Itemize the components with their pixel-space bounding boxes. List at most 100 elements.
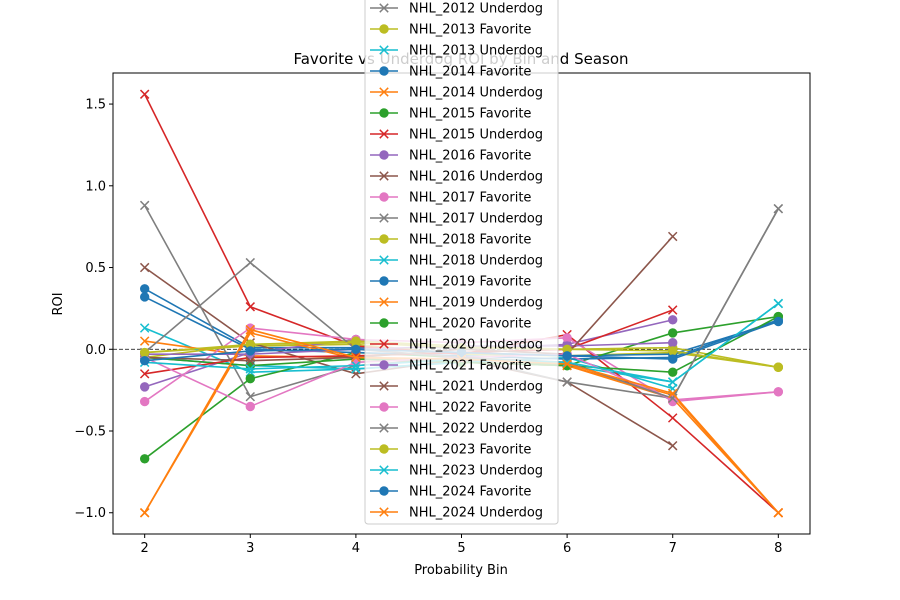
data-point <box>773 387 784 397</box>
legend-label: NHL_2024 Underdog <box>409 506 543 521</box>
data-point <box>773 298 784 309</box>
data-point <box>139 454 150 464</box>
data-point <box>668 328 678 338</box>
x-tick-label: 7 <box>669 541 677 556</box>
data-point <box>379 360 389 370</box>
x-tick-label: 8 <box>774 541 782 556</box>
data-point <box>379 213 389 223</box>
data-point <box>773 508 784 518</box>
data-point <box>668 338 678 348</box>
data-point <box>562 351 572 361</box>
legend-label: NHL_2016 Underdog <box>409 170 543 185</box>
data-point <box>379 339 389 349</box>
data-point <box>379 297 389 307</box>
x-axis-label: Probability Bin <box>414 563 508 578</box>
legend-entry: NHL_2024 Underdog <box>370 506 543 521</box>
legend-label: NHL_2018 Favorite <box>409 233 531 248</box>
x-tick-label: 4 <box>352 541 360 556</box>
data-point <box>379 3 389 13</box>
legend-label: NHL_2017 Underdog <box>409 212 543 227</box>
data-point <box>139 508 150 518</box>
legend-entry: NHL_2020 Favorite <box>370 317 531 332</box>
legend-entry: NHL_2022 Underdog <box>370 422 543 437</box>
legend-label: NHL_2022 Underdog <box>409 422 543 437</box>
legend-label: NHL_2012 Underdog <box>409 2 543 17</box>
data-point <box>667 388 678 399</box>
legend-entry: NHL_2023 Favorite <box>370 443 531 458</box>
y-tick-label: 1.5 <box>85 98 106 113</box>
legend-label: NHL_2021 Underdog <box>409 380 543 395</box>
data-point <box>379 318 389 328</box>
data-point <box>245 391 256 402</box>
data-point <box>139 323 150 333</box>
data-point <box>139 347 150 358</box>
data-point <box>379 402 389 412</box>
legend-label: NHL_2013 Favorite <box>409 23 531 38</box>
data-point <box>379 255 389 265</box>
data-point <box>379 87 389 97</box>
data-point <box>668 354 678 364</box>
legend-entry: NHL_2017 Favorite <box>370 191 531 206</box>
data-point <box>379 108 389 118</box>
data-point <box>379 234 389 244</box>
data-point <box>379 507 389 517</box>
data-point <box>667 413 678 423</box>
data-point <box>379 486 389 496</box>
legend-entry: NHL_2018 Favorite <box>370 233 531 248</box>
data-point <box>245 401 255 412</box>
axis-ticks: 2 3 4 5 6 7 8 −1.0 −0.5 0.0 0.5 1.0 1.5 <box>74 98 782 556</box>
data-point <box>773 203 784 214</box>
data-point <box>245 364 256 374</box>
data-point <box>379 192 389 202</box>
data-point <box>773 362 784 372</box>
data-point <box>139 292 150 302</box>
legend-entry: NHL_2023 Underdog <box>370 464 543 479</box>
legend-label: NHL_2022 Favorite <box>409 401 531 416</box>
data-point <box>245 257 256 268</box>
data-point <box>139 89 150 99</box>
x-tick-label: 5 <box>457 541 465 556</box>
legend-entry: NHL_2014 Favorite <box>370 65 531 80</box>
legend-label: NHL_2024 Favorite <box>409 485 531 500</box>
data-point <box>245 373 255 384</box>
y-tick-label: −0.5 <box>74 425 106 440</box>
legend-entry: NHL_2013 Underdog <box>370 44 543 59</box>
data-point <box>379 150 389 160</box>
legend-label: NHL_2017 Favorite <box>409 191 531 206</box>
data-point <box>379 444 389 454</box>
data-point <box>351 360 361 371</box>
legend-label: NHL_2019 Favorite <box>409 275 531 290</box>
legend-label: NHL_2015 Underdog <box>409 128 543 143</box>
legend-label: NHL_2014 Favorite <box>409 65 531 80</box>
legend-label: NHL_2015 Favorite <box>409 107 531 122</box>
legend-entry: NHL_2022 Favorite <box>370 401 531 416</box>
data-point <box>379 276 389 286</box>
data-point <box>139 396 150 407</box>
legend-entry: NHL_2013 Favorite <box>370 23 531 38</box>
data-point <box>668 315 678 325</box>
data-point <box>562 359 572 369</box>
legend-label: NHL_2020 Underdog <box>409 338 543 353</box>
x-tick-label: 6 <box>563 541 571 556</box>
data-point <box>379 171 389 181</box>
legend-label: NHL_2013 Underdog <box>409 44 543 59</box>
y-tick-label: 1.0 <box>85 179 106 194</box>
legend-label: NHL_2014 Underdog <box>409 86 543 101</box>
data-point <box>379 129 389 139</box>
legend-entry: NHL_2024 Favorite <box>370 485 531 500</box>
data-point <box>139 369 150 379</box>
data-point <box>245 346 255 356</box>
data-point <box>139 262 150 273</box>
data-point <box>379 45 389 55</box>
y-axis-label: ROI <box>51 292 66 315</box>
legend-entry: NHL_2020 Underdog <box>370 338 543 353</box>
legend-entry: NHL_2019 Favorite <box>370 275 531 290</box>
legend-entry: NHL_2021 Favorite <box>370 359 531 374</box>
data-point <box>379 381 389 391</box>
legend-entry: NHL_2018 Underdog <box>370 254 543 269</box>
data-point <box>245 302 256 312</box>
data-point <box>245 355 256 366</box>
data-point <box>562 377 572 387</box>
y-tick-label: −1.0 <box>74 506 106 521</box>
